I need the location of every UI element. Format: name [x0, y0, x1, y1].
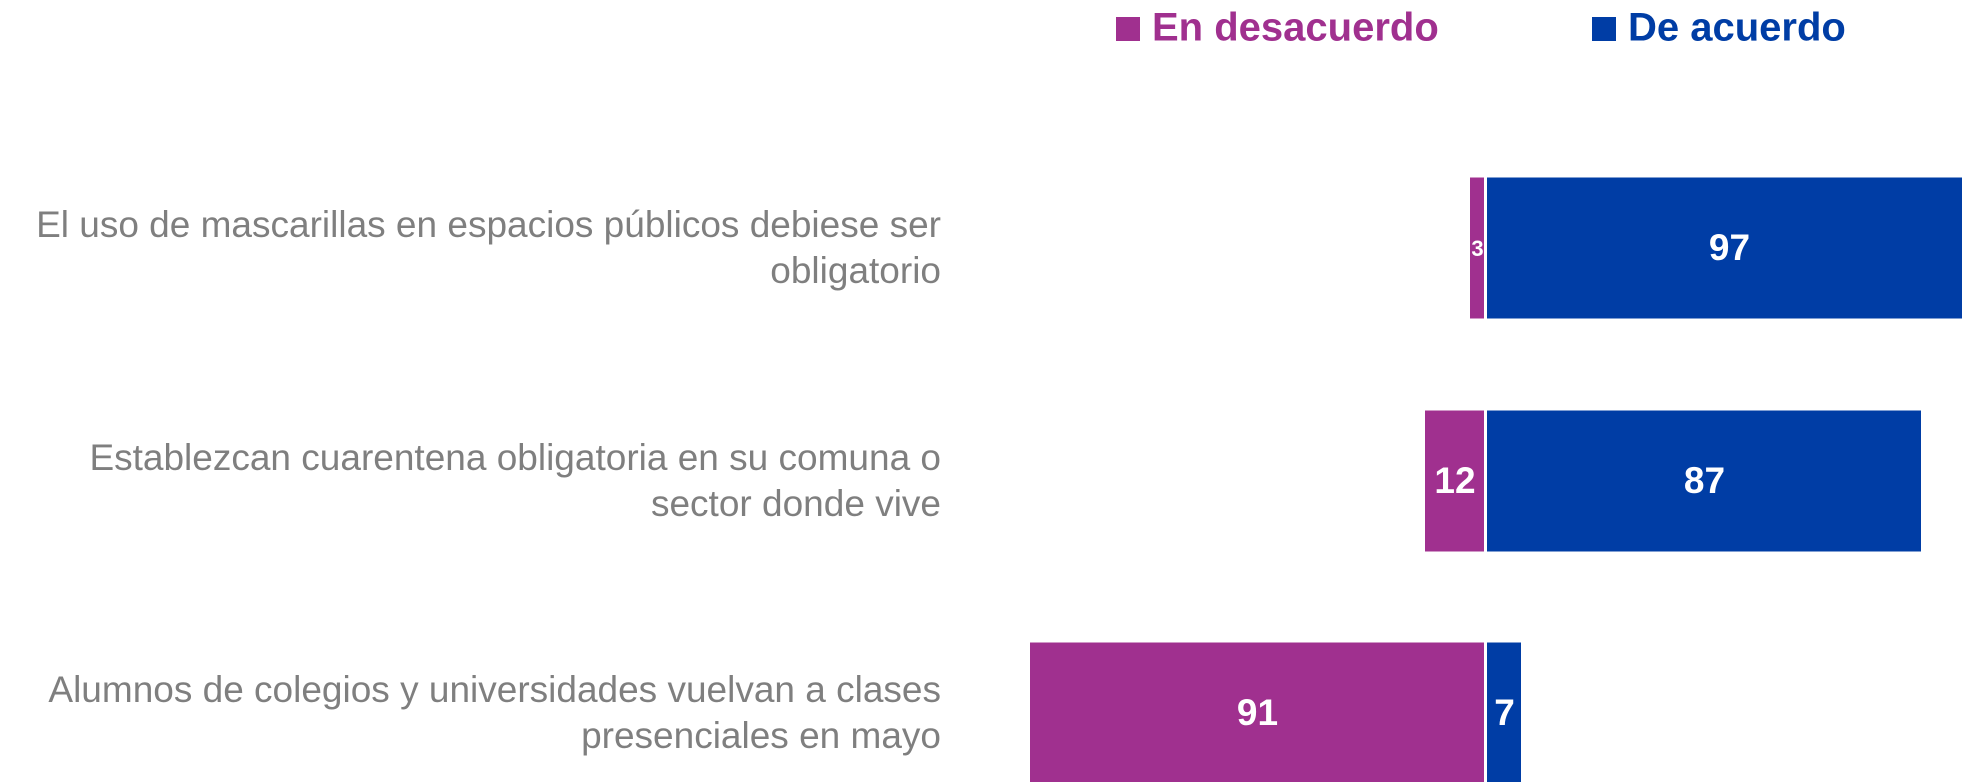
bar — [1487, 410, 1921, 552]
legend-swatch — [1592, 17, 1616, 41]
value-label: 3 — [1471, 236, 1483, 261]
legend-label: De acuerdo — [1628, 6, 1846, 50]
bar — [1425, 410, 1484, 552]
value-label: 7 — [1494, 692, 1515, 733]
legend-swatch — [1116, 17, 1140, 41]
bar — [1487, 642, 1521, 782]
bar — [1487, 177, 1962, 319]
value-label: 87 — [1684, 460, 1725, 501]
bar — [1470, 177, 1484, 319]
category-label: El uso de mascarillas en espacios públic… — [36, 204, 941, 291]
bar — [1030, 642, 1484, 782]
category-label: Establezcan cuarentena obligatoria en su… — [89, 437, 941, 524]
category-label: Alumnos de colegios y universidades vuel… — [48, 669, 941, 756]
legend-label: En desacuerdo — [1152, 6, 1439, 50]
value-label: 97 — [1709, 227, 1750, 268]
value-label: 12 — [1434, 460, 1475, 501]
value-label: 91 — [1237, 692, 1278, 733]
